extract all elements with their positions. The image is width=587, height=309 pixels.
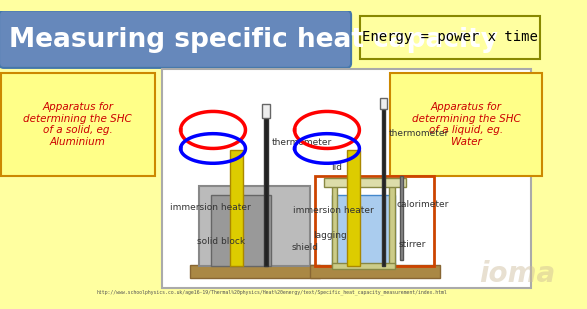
Text: ioma: ioma	[479, 260, 555, 288]
FancyBboxPatch shape	[390, 74, 542, 176]
Bar	[400, 176, 403, 260]
Bar	[264, 112, 268, 266]
Text: thermometer: thermometer	[271, 138, 332, 147]
Text: shield: shield	[292, 243, 319, 252]
Bar	[190, 265, 319, 278]
Bar	[389, 185, 394, 266]
Text: thermometer: thermometer	[389, 129, 449, 138]
FancyBboxPatch shape	[0, 11, 351, 68]
Bar	[324, 178, 406, 187]
Bar	[382, 104, 385, 266]
Bar	[332, 185, 337, 266]
Text: Energy = power x time: Energy = power x time	[362, 30, 538, 44]
Text: immersion heater: immersion heater	[293, 206, 373, 215]
Bar	[199, 185, 311, 266]
Text: lagging: lagging	[313, 231, 347, 240]
Text: Measuring specific heat capacity: Measuring specific heat capacity	[9, 27, 498, 53]
Bar	[315, 176, 434, 266]
Bar	[380, 98, 387, 109]
Text: lid: lid	[330, 163, 342, 171]
Text: Apparatus for
determining the SHC
of a liquid, eg.
Water: Apparatus for determining the SHC of a l…	[411, 102, 520, 147]
FancyBboxPatch shape	[1, 74, 155, 176]
Bar	[332, 263, 394, 269]
Text: stirrer: stirrer	[399, 240, 426, 249]
Bar	[332, 195, 394, 264]
Bar	[348, 150, 360, 266]
Text: http://www.schoolphysics.co.uk/age16-19/Thermal%20physics/Heat%20energy/text/Spe: http://www.schoolphysics.co.uk/age16-19/…	[96, 289, 447, 295]
Bar	[211, 195, 271, 266]
FancyBboxPatch shape	[360, 16, 540, 59]
Text: Apparatus for
determining the SHC
of a solid, eg.
Aluminium: Apparatus for determining the SHC of a s…	[23, 102, 132, 147]
Text: calorimeter: calorimeter	[396, 200, 449, 209]
Bar	[162, 69, 531, 288]
Text: solid block: solid block	[197, 237, 245, 246]
Bar	[230, 150, 242, 266]
Bar	[262, 104, 269, 118]
Bar	[311, 265, 440, 278]
Text: immersion heater: immersion heater	[170, 203, 250, 212]
